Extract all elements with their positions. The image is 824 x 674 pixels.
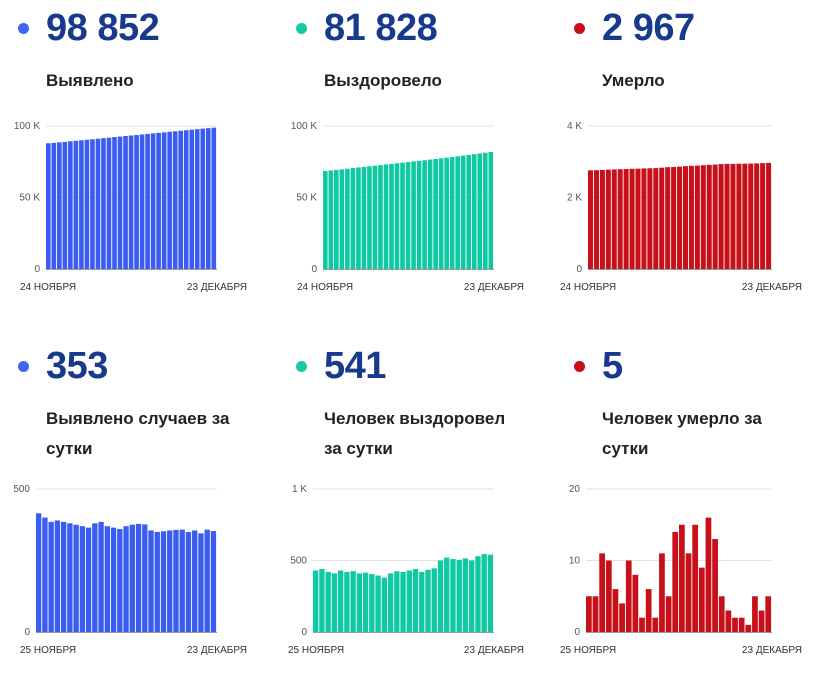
panel-total-deaths: 2 967 Умерло	[556, 0, 824, 320]
status-dot-icon	[296, 361, 307, 372]
panel-daily-cases: 353 Выявлено случаев за сутки	[0, 338, 270, 658]
total-recovered-value: 81 828	[324, 7, 438, 49]
total-deaths-label: Умерло	[602, 71, 665, 90]
panel-total-cases: 98 852 Выявлено	[0, 0, 270, 320]
status-dot-icon	[18, 361, 29, 372]
daily-recovered-label: Человек выздоровел за сутки	[324, 409, 506, 458]
panel-total-recovered: 81 828 Выздоровело	[278, 0, 548, 320]
daily-cases-label: Выявлено случаев за сутки	[46, 409, 230, 458]
daily-deaths-value: 5	[602, 345, 623, 387]
panel-daily-deaths: 5 Человек умерло за сутки	[556, 338, 824, 658]
total-cases-label: Выявлено	[46, 71, 134, 90]
total-deaths-value: 2 967	[602, 7, 695, 49]
status-dot-icon	[574, 23, 585, 34]
total-cases-value: 98 852	[46, 7, 160, 49]
daily-deaths-label: Человек умерло за сутки	[602, 409, 762, 458]
total-recovered-label: Выздоровело	[324, 71, 442, 90]
panel-daily-recovered: 541 Человек выздоровел за сутки	[278, 338, 548, 658]
daily-cases-value: 353	[46, 345, 108, 387]
status-dot-icon	[296, 23, 307, 34]
daily-recovered-value: 541	[324, 345, 386, 387]
status-dot-icon	[18, 23, 29, 34]
status-dot-icon	[574, 361, 585, 372]
